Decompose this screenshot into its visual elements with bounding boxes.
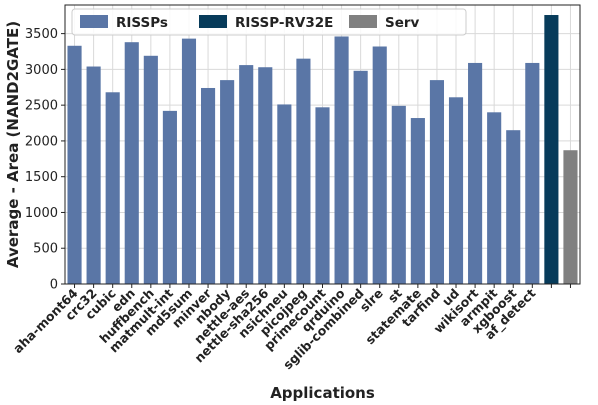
bars [67,15,578,285]
y-tick-label: 1500 [25,170,58,185]
bar [277,104,292,284]
bar [391,105,406,284]
x-axis-ticks: aha-mont64crc32cubicednhuffbenchmatmult-… [10,284,571,372]
legend-label: RISSP-RV32E [235,15,333,31]
bar [181,38,197,284]
bar [506,130,521,284]
bar [315,107,330,284]
y-axis-label: Average - Area (NAND2GATE) [4,21,22,268]
bar [124,42,139,285]
bar [525,62,540,285]
bar [200,87,216,284]
legend: RISSPs RISSP-RV32E Serv [71,8,467,36]
bar [239,65,254,284]
bar [220,80,235,284]
bar [334,36,349,284]
bar [372,46,387,284]
bar [429,80,445,284]
y-tick-label: 3000 [25,63,58,78]
legend-swatch [80,15,108,28]
bar [448,97,464,285]
bar [353,70,368,284]
bar [563,150,578,284]
bar [544,15,559,285]
y-tick-label: 2500 [25,99,58,114]
y-tick-label: 3500 [25,27,58,42]
legend-label: RISSPs [116,15,168,31]
bar [67,45,82,285]
bar [410,118,425,285]
y-axis-ticks: 0 500 1000 1500 2000 2500 3000 3500 [25,27,65,293]
bar [468,62,483,285]
bar [86,66,101,285]
legend-swatch [199,15,227,28]
y-tick-label: 2000 [25,134,58,149]
bar [487,112,502,284]
bar [105,92,120,285]
x-axis-label: Applications [270,384,375,402]
x-tick-label: slre [357,286,386,315]
bar [143,55,158,284]
bar [258,67,273,284]
y-tick-label: 1000 [25,206,58,221]
y-tick-label: 0 [50,278,58,293]
bar [162,110,177,284]
bar [296,58,311,285]
legend-swatch [349,15,377,28]
legend-label: Serv [385,15,420,31]
y-tick-label: 500 [33,242,58,257]
